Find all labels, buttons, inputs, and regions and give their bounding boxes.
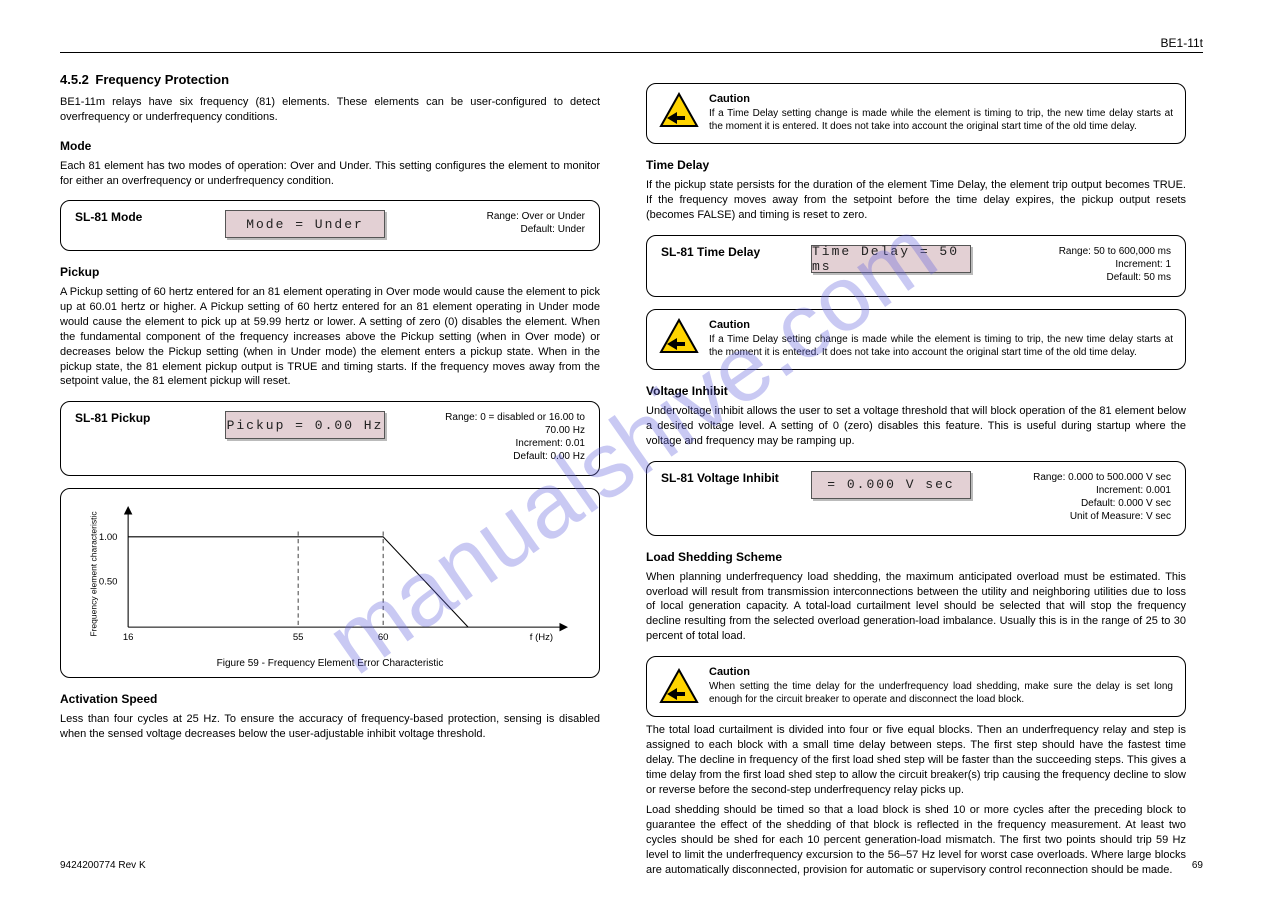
inhibit-heading: Voltage Inhibit (646, 384, 1186, 398)
caution-icon (659, 92, 699, 128)
figure-caption: Figure 59 - Frequency Element Error Char… (75, 658, 585, 669)
timedelay-text: If the pickup state persists for the dur… (646, 178, 1186, 223)
footer-right: 69 (1192, 860, 1203, 871)
section-title: Frequency Protection (95, 72, 229, 87)
svg-text:60: 60 (378, 632, 389, 643)
intro-text: BE1-11m relays have six frequency (81) e… (60, 95, 600, 125)
mode-heading: Mode (60, 139, 600, 153)
activation-text: Less than four cycles at 25 Hz. To ensur… (60, 712, 600, 742)
section-heading: 4.5.2 Frequency Protection (60, 71, 600, 89)
caution-text-3: Caution When setting the time delay for … (709, 665, 1173, 706)
param-inhibit-box: SL-81 Voltage Inhibit = 0.000 V sec Rang… (646, 461, 1186, 536)
caution-text-1: Caution If a Time Delay setting change i… (709, 92, 1173, 133)
header-model: BE1-11t (60, 36, 1203, 50)
svg-text:f (Hz): f (Hz) (530, 632, 553, 643)
svg-text:1.00: 1.00 (99, 532, 118, 543)
param-mode-box: SL-81 Mode Mode = Under Range: Over or U… (60, 200, 600, 251)
caution-text-2: Caution If a Time Delay setting change i… (709, 318, 1173, 359)
param-pickup-box: SL-81 Pickup Pickup = 0.00 Hz Range: 0 =… (60, 401, 600, 476)
scheme-heading: Load Shedding Scheme (646, 550, 1186, 564)
caution-box-3: Caution When setting the time delay for … (646, 656, 1186, 717)
caution-icon (659, 318, 699, 354)
param-vi-display: = 0.000 V sec (811, 471, 971, 499)
timedelay-heading: Time Delay (646, 158, 1186, 172)
inhibit-text: Undervoltage inhibit allows the user to … (646, 404, 1186, 449)
param-vi-code: SL-81 Voltage Inhibit (661, 471, 811, 485)
param-vi-meta: Range: 0.000 to 500.000 V sec Increment:… (1033, 471, 1171, 523)
figure-box: 1.00 0.50 16 55 60 f (Hz) Frequency elem… (60, 488, 600, 678)
frequency-chart: 1.00 0.50 16 55 60 f (Hz) Frequency elem… (75, 499, 585, 649)
caution-box-1: Caution If a Time Delay setting change i… (646, 83, 1186, 144)
param-pickup-display: Pickup = 0.00 Hz (225, 411, 385, 439)
param-mode-code: SL-81 Mode (75, 210, 225, 224)
param-mode-display: Mode = Under (225, 210, 385, 238)
param-td-display: Time Delay = 50 ms (811, 245, 971, 273)
section-number: 4.5.2 (60, 72, 89, 87)
svg-text:0.50: 0.50 (99, 577, 118, 588)
param-pickup-meta: Range: 0 = disabled or 16.00 to 70.00 Hz… (445, 411, 585, 463)
svg-text:55: 55 (293, 632, 304, 643)
svg-text:Frequency element characterist: Frequency element characteristic (88, 511, 98, 637)
header-rule (60, 52, 1203, 53)
param-pickup-code: SL-81 Pickup (75, 411, 225, 425)
loadshed-text1: The total load curtailment is divided in… (646, 723, 1186, 797)
scheme-text: When planning underfrequency load sheddi… (646, 570, 1186, 644)
right-column: Caution If a Time Delay setting change i… (646, 71, 1186, 878)
svg-text:16: 16 (123, 632, 134, 643)
param-timedelay-box: SL-81 Time Delay Time Delay = 50 ms Rang… (646, 235, 1186, 297)
caution-icon (659, 668, 699, 704)
caution-box-2: Caution If a Time Delay setting change i… (646, 309, 1186, 370)
pickup-text: A Pickup setting of 60 hertz entered for… (60, 285, 600, 389)
activation-heading: Activation Speed (60, 692, 600, 706)
param-td-code: SL-81 Time Delay (661, 245, 811, 259)
page-footer: 9424200774 Rev K 69 (60, 860, 1203, 871)
footer-left: 9424200774 Rev K (60, 860, 146, 871)
param-mode-meta: Range: Over or Under Default: Under (487, 210, 585, 236)
left-column: 4.5.2 Frequency Protection BE1-11m relay… (60, 71, 600, 878)
param-td-meta: Range: 50 to 600,000 ms Increment: 1 Def… (1059, 245, 1171, 284)
mode-text: Each 81 element has two modes of operati… (60, 159, 600, 189)
pickup-heading: Pickup (60, 265, 600, 279)
